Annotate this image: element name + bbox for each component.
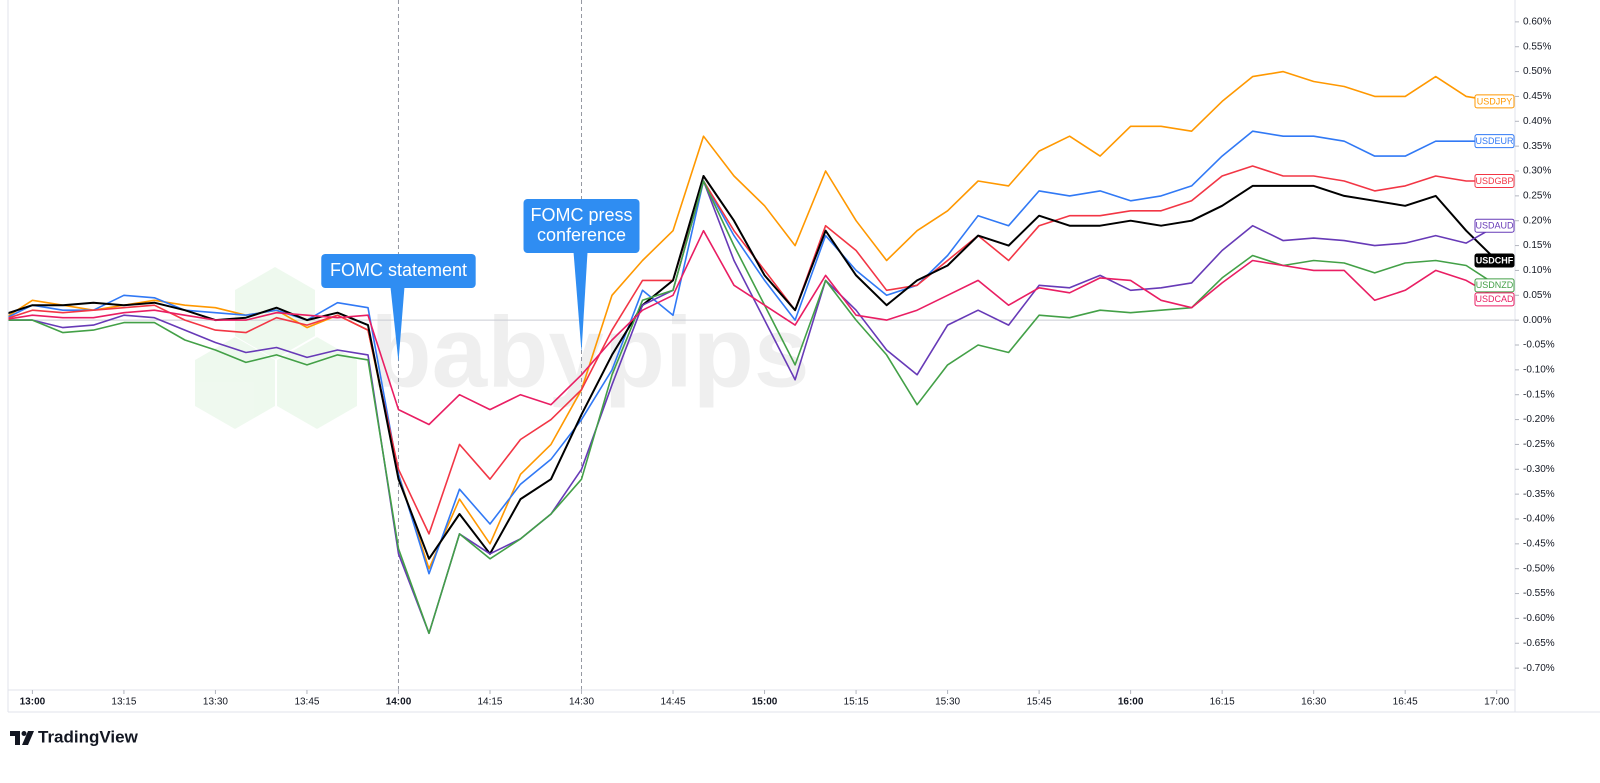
x-tick-label: 13:30 (203, 697, 228, 708)
legend-box (1474, 173, 1515, 188)
legend-label: USDCHF (1476, 255, 1514, 265)
x-tick-label: 13:15 (111, 697, 136, 708)
y-tick-label: 0.05% (1523, 290, 1551, 301)
y-tick-label: 0.60% (1523, 17, 1551, 28)
y-tick-label: -0.40% (1523, 514, 1555, 525)
x-tick-label: 14:15 (477, 697, 502, 708)
y-tick-label: 0.15% (1523, 240, 1551, 251)
y-tick-label: -0.35% (1523, 489, 1555, 500)
annotation-pointer (390, 287, 405, 362)
y-tick-label: 0.50% (1523, 66, 1551, 77)
annotation-text: FOMC press (531, 205, 633, 225)
legend-label: USDGBP (1475, 176, 1513, 186)
x-tick-label: 13:45 (294, 697, 319, 708)
legend-label: USDAUD (1475, 221, 1514, 231)
y-tick-label: -0.05% (1523, 340, 1555, 351)
legend-box (1474, 292, 1515, 307)
y-tick-label: -0.55% (1523, 588, 1555, 599)
legend-box (1474, 253, 1515, 268)
y-tick-label: 0.00% (1523, 315, 1551, 326)
x-tick-label: 16:30 (1301, 697, 1326, 708)
series-line (8, 175, 1498, 560)
x-tick-label: 14:00 (386, 697, 412, 708)
annotation-text: conference (537, 225, 626, 245)
legend-label: USDJPY (1477, 96, 1513, 106)
y-tick-label: 0.40% (1523, 116, 1551, 127)
y-tick-label: -0.25% (1523, 439, 1555, 450)
x-tick-label: 15:00 (752, 697, 778, 708)
x-tick-label: 15:30 (935, 697, 960, 708)
y-tick-label: -0.15% (1523, 389, 1555, 400)
x-tick-label: 16:45 (1393, 697, 1418, 708)
annotation-pointer (573, 252, 588, 352)
y-tick-label: 0.25% (1523, 191, 1551, 202)
x-tick-label: 15:15 (844, 697, 869, 708)
y-tick-label: 0.35% (1523, 141, 1551, 152)
annotation-box (523, 199, 640, 253)
legend-box (1474, 218, 1515, 233)
y-tick-label: -0.20% (1523, 414, 1555, 425)
series-line (8, 180, 1498, 635)
legend-label: USDEUR (1475, 136, 1514, 146)
y-tick-label: -0.30% (1523, 464, 1555, 475)
series-line (8, 130, 1497, 575)
y-tick-label: -0.10% (1523, 364, 1555, 375)
legend-label: USDNZD (1476, 280, 1514, 290)
brand-logo (10, 731, 34, 745)
y-tick-label: -0.65% (1523, 638, 1555, 649)
y-tick-label: 0.20% (1523, 215, 1551, 226)
x-tick-label: 14:45 (661, 697, 686, 708)
y-tick-label: -0.45% (1523, 538, 1555, 549)
series-line (8, 180, 1498, 635)
y-tick-label: 0.55% (1523, 41, 1551, 52)
legend-box (1474, 278, 1515, 293)
legend-box (1474, 94, 1515, 109)
legend-box (1474, 134, 1515, 149)
x-tick-label: 14:30 (569, 697, 594, 708)
y-tick-label: 0.45% (1523, 91, 1551, 102)
series-line (8, 165, 1497, 535)
y-tick-label: -0.60% (1523, 613, 1555, 624)
annotation-box (321, 254, 476, 288)
x-tick-label: 16:00 (1118, 697, 1144, 708)
series-line (8, 229, 1498, 426)
y-tick-label: -0.70% (1523, 663, 1555, 674)
annotation-text: FOMC statement (330, 260, 467, 280)
brand: TradingView (38, 727, 139, 746)
x-tick-label: 17:00 (1484, 697, 1509, 708)
y-tick-label: 0.30% (1523, 166, 1551, 177)
y-tick-label: -0.50% (1523, 563, 1555, 574)
x-tick-label: 13:00 (20, 697, 46, 708)
y-tick-label: 0.10% (1523, 265, 1551, 276)
legend-label: USDCAD (1475, 294, 1514, 304)
x-tick-label: 16:15 (1210, 697, 1235, 708)
watermark: babypips (371, 296, 810, 408)
x-tick-label: 15:45 (1027, 697, 1052, 708)
